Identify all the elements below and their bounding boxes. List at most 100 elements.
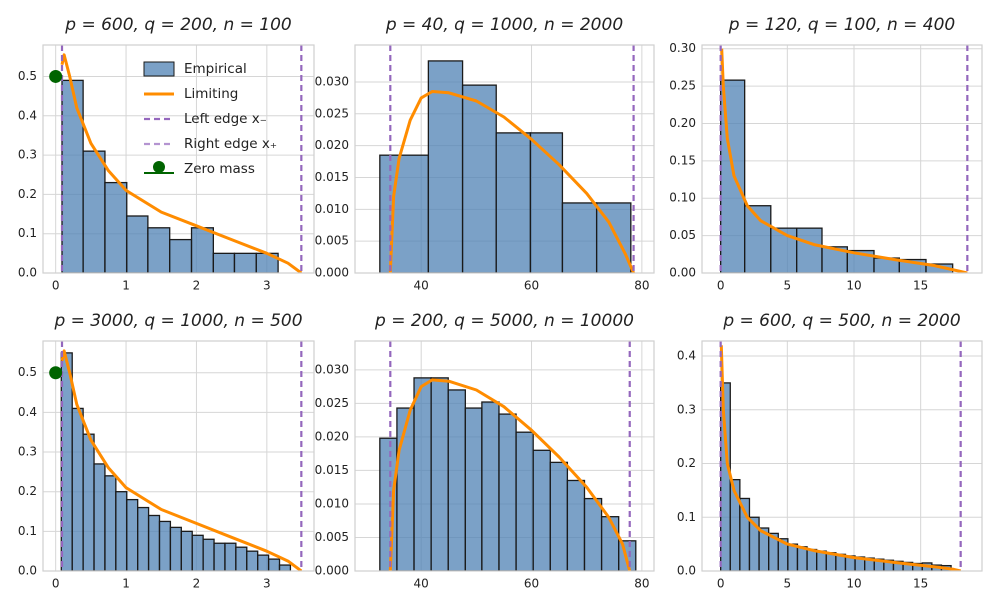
limiting-curve bbox=[60, 349, 303, 571]
x-tick-label: 0 bbox=[717, 577, 725, 591]
plot-area bbox=[60, 45, 303, 273]
bar bbox=[561, 202, 598, 273]
bar bbox=[515, 431, 534, 571]
y-tick-label: 0.3 bbox=[18, 445, 37, 459]
bar bbox=[267, 558, 281, 571]
y-tick-label: 0.00 bbox=[669, 266, 696, 280]
x-tick-label: 0 bbox=[52, 279, 60, 293]
zero-mass bbox=[49, 69, 63, 83]
bar bbox=[82, 433, 95, 571]
bar bbox=[93, 463, 106, 571]
subplot-title: p = 3000, q = 1000, n = 500 bbox=[53, 311, 302, 331]
y-tick-label: 0.010 bbox=[315, 496, 349, 510]
x-tick-label: 60 bbox=[524, 279, 539, 293]
x-tick-label: 60 bbox=[524, 577, 539, 591]
legend-label: Left edge x₋ bbox=[184, 111, 267, 127]
bar bbox=[169, 526, 182, 571]
subplot-title: p = 600, q = 200, n = 100 bbox=[64, 15, 291, 35]
x-tick-label: 1 bbox=[122, 279, 130, 293]
subplot-title: p = 120, q = 100, n = 400 bbox=[728, 15, 955, 35]
x-tick-label: 3 bbox=[263, 279, 271, 293]
bar bbox=[137, 506, 150, 571]
y-tick-label: 0.25 bbox=[669, 79, 696, 93]
y-tick-label: 0.020 bbox=[315, 138, 349, 152]
bar bbox=[816, 550, 827, 571]
y-tick-label: 0.20 bbox=[669, 116, 696, 130]
x-tick-label: 0 bbox=[52, 577, 60, 591]
y-tick-label: 0.4 bbox=[18, 108, 37, 122]
x-tick-label: 3 bbox=[263, 577, 271, 591]
bar bbox=[190, 227, 214, 273]
y-tick-label: 0.005 bbox=[315, 530, 349, 544]
subplot-title: p = 600, q = 500, n = 2000 bbox=[722, 311, 960, 331]
bar bbox=[430, 377, 449, 571]
bar bbox=[549, 461, 569, 571]
bar bbox=[461, 84, 497, 273]
bar bbox=[566, 479, 586, 571]
bar bbox=[257, 554, 270, 571]
x-tick-label: 2 bbox=[193, 577, 201, 591]
x-tick-label: 10 bbox=[846, 279, 861, 293]
bar bbox=[447, 389, 466, 571]
bar bbox=[246, 550, 259, 571]
x-tick-label: 40 bbox=[414, 279, 429, 293]
y-tick-label: 0.3 bbox=[18, 148, 37, 162]
y-tick-label: 0.000 bbox=[315, 564, 349, 578]
x-tick-label: 80 bbox=[634, 577, 649, 591]
y-tick-label: 0.015 bbox=[315, 170, 349, 184]
bar bbox=[278, 564, 292, 571]
y-tick-label: 0.05 bbox=[669, 228, 696, 242]
x-tick-label: 5 bbox=[784, 279, 792, 293]
bar bbox=[744, 205, 772, 273]
bar bbox=[126, 498, 139, 571]
y-tick-label: 0.015 bbox=[315, 463, 349, 477]
bar bbox=[770, 227, 798, 273]
x-tick-label: 80 bbox=[634, 279, 649, 293]
y-tick-label: 0.1 bbox=[677, 510, 696, 524]
plot-area bbox=[719, 341, 962, 571]
plot-area bbox=[379, 341, 637, 571]
bar bbox=[191, 534, 204, 571]
legend-label: Limiting bbox=[184, 86, 238, 102]
limiting-curve bbox=[60, 53, 303, 273]
limiting-curve bbox=[388, 90, 635, 273]
bar bbox=[61, 79, 84, 273]
y-tick-label: 0.15 bbox=[669, 153, 696, 167]
bar bbox=[235, 546, 248, 571]
y-tick-label: 0.2 bbox=[18, 187, 37, 201]
y-tick-label: 0.025 bbox=[315, 396, 349, 410]
y-tick-label: 0.1 bbox=[18, 524, 37, 538]
axes-frame bbox=[42, 44, 315, 274]
bar bbox=[464, 407, 483, 571]
bar bbox=[796, 227, 823, 273]
y-tick-label: 0.2 bbox=[677, 456, 696, 470]
y-tick-label: 0.5 bbox=[18, 365, 37, 379]
axes-frame bbox=[354, 44, 655, 274]
x-tick-label: 15 bbox=[913, 279, 928, 293]
bar bbox=[202, 538, 215, 571]
bar bbox=[532, 449, 551, 571]
legend-swatch bbox=[143, 61, 175, 77]
bar bbox=[233, 252, 257, 273]
limiting-curve bbox=[719, 345, 962, 571]
subplot-title: p = 200, q = 5000, n = 10000 bbox=[374, 311, 634, 331]
bar bbox=[213, 542, 226, 571]
y-tick-label: 0.010 bbox=[315, 202, 349, 216]
bar bbox=[115, 491, 128, 571]
legend-label: Empirical bbox=[184, 61, 247, 77]
y-tick-label: 0.0 bbox=[677, 564, 696, 578]
y-tick-label: 0.4 bbox=[18, 405, 37, 419]
y-tick-label: 0.0 bbox=[18, 564, 37, 578]
bar bbox=[806, 548, 818, 571]
x-tick-label: 0 bbox=[717, 279, 725, 293]
plot-area bbox=[379, 45, 635, 273]
x-tick-label: 1 bbox=[122, 577, 130, 591]
bar bbox=[147, 514, 161, 571]
axes-frame bbox=[701, 340, 983, 572]
legend-swatch bbox=[153, 161, 165, 173]
bar bbox=[498, 413, 517, 571]
legend-label: Zero mass bbox=[184, 161, 255, 177]
y-tick-label: 0.030 bbox=[315, 74, 349, 88]
bar bbox=[104, 181, 128, 273]
